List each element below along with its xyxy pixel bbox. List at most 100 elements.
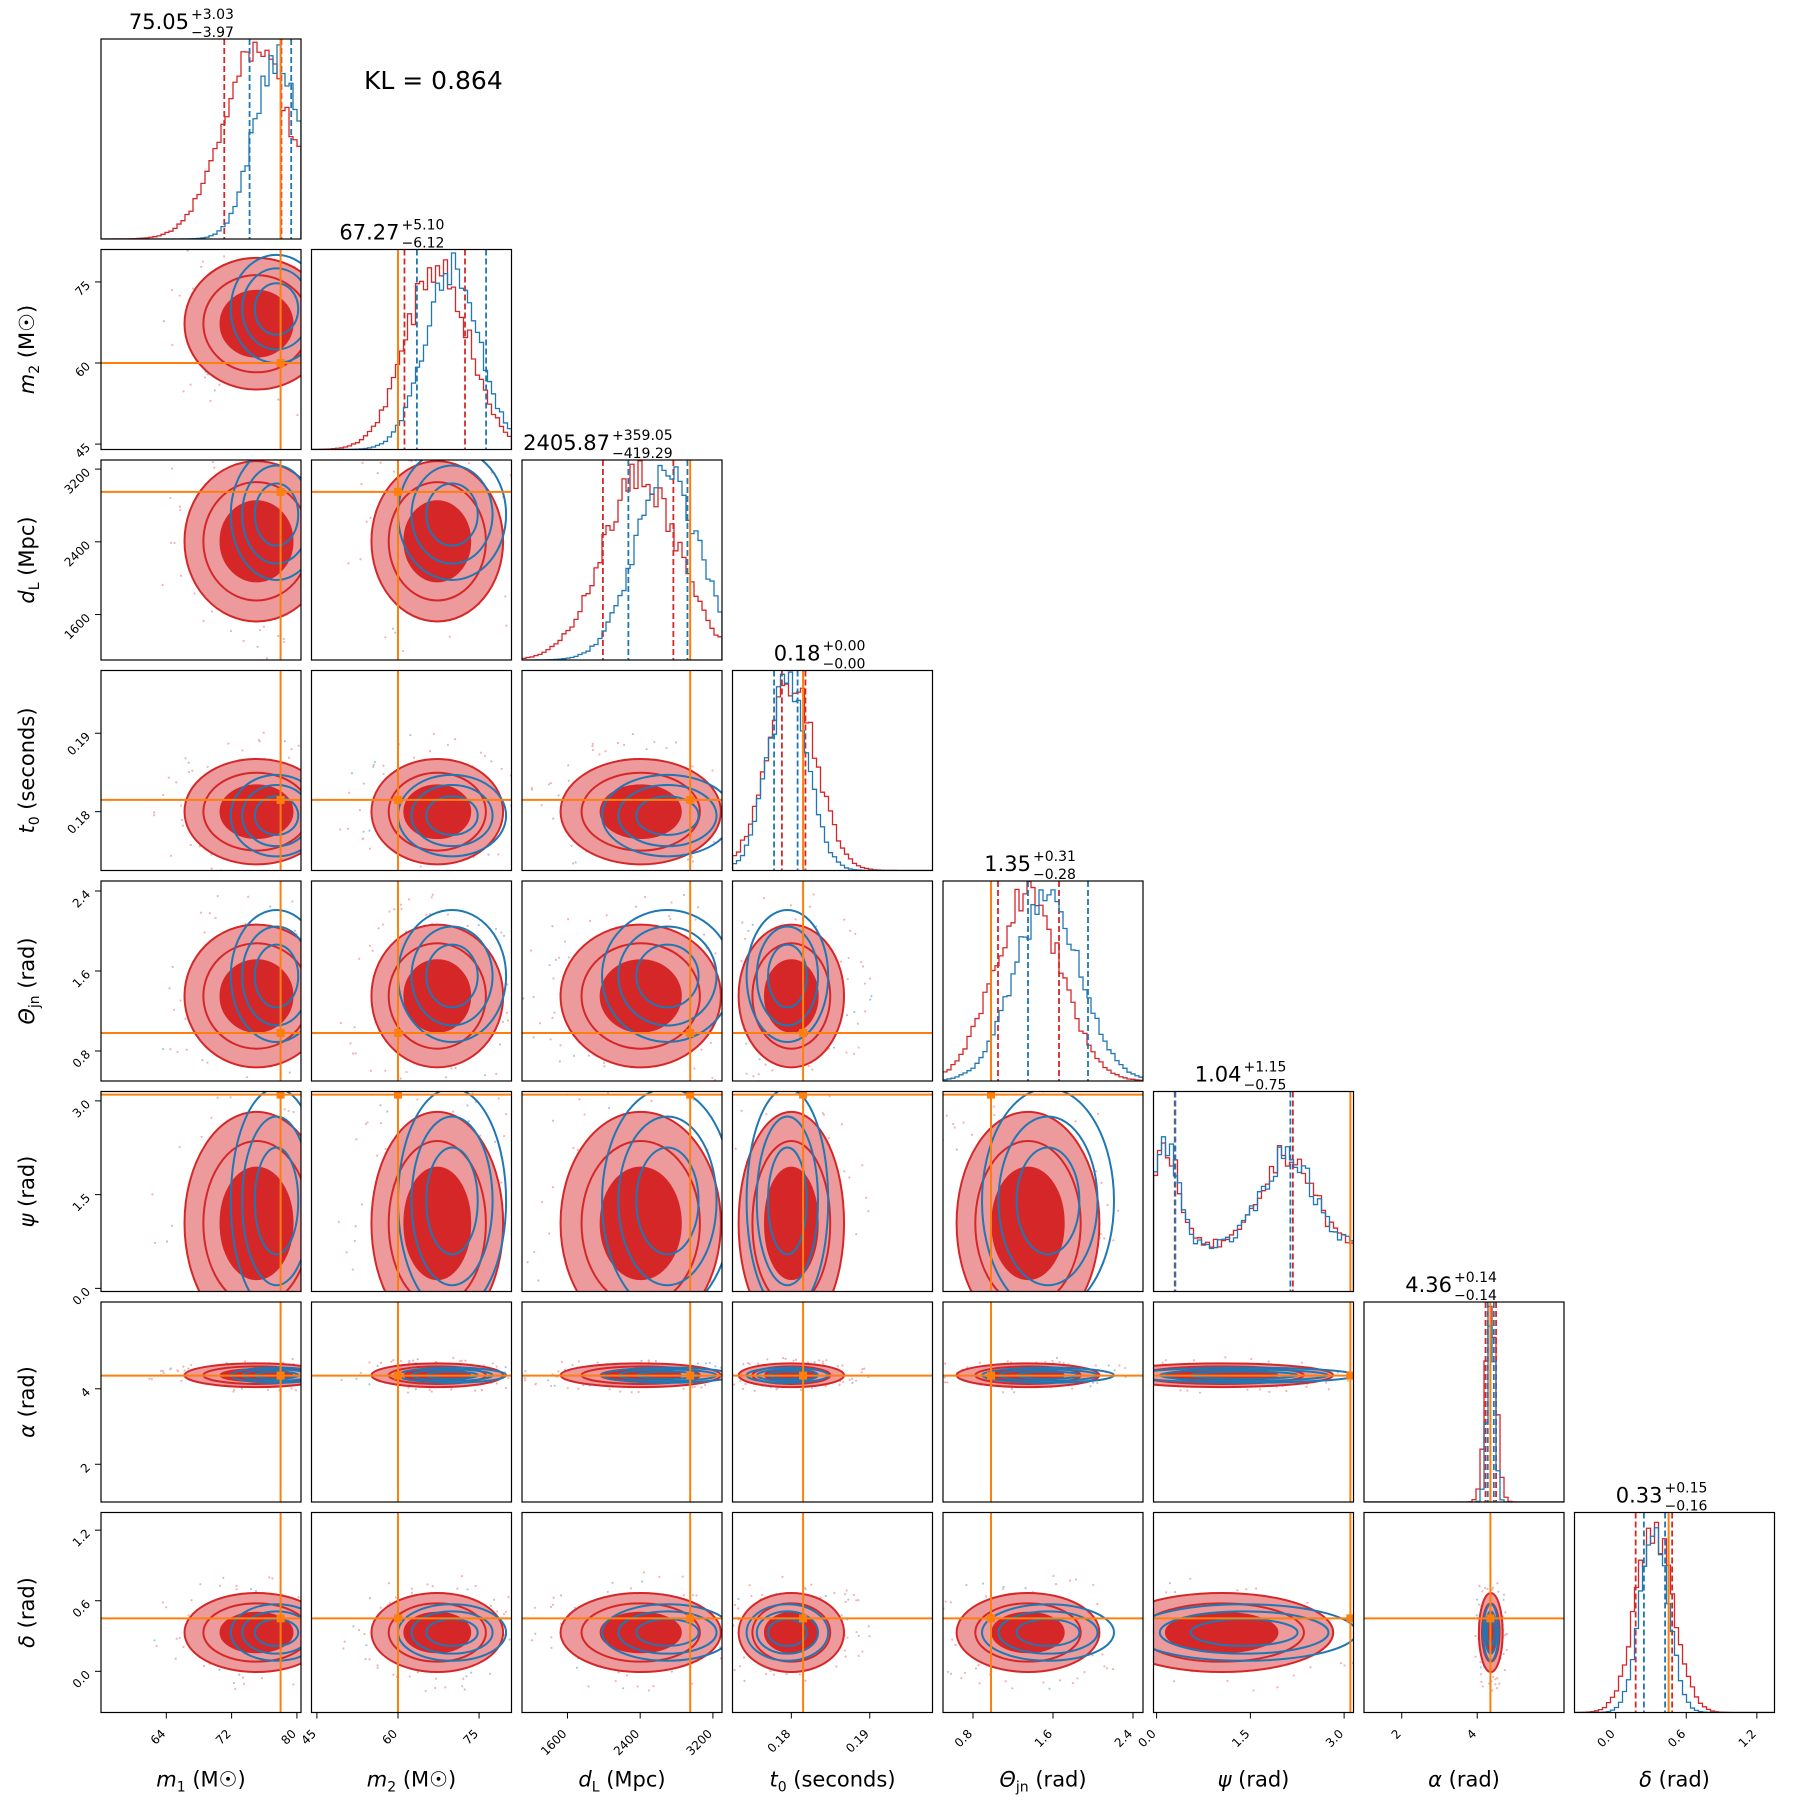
panel-m1-delta xyxy=(100,1511,359,1714)
blue-contour-86 xyxy=(755,1115,819,1287)
sample-point xyxy=(386,1110,389,1113)
sample-point xyxy=(1055,1356,1059,1360)
sample-point xyxy=(305,1655,307,1657)
panel-frame xyxy=(731,1301,934,1503)
blue-contour-95 xyxy=(601,773,722,858)
y-tick-label: 60 xyxy=(72,359,93,380)
sample-point xyxy=(848,929,852,932)
sample-point xyxy=(405,1070,408,1074)
sample-point xyxy=(551,1603,554,1606)
sample-point xyxy=(654,1360,657,1363)
sample-point xyxy=(1030,1319,1032,1321)
truth-marker xyxy=(393,1029,402,1037)
sample-point xyxy=(497,853,500,856)
sample-point xyxy=(495,1610,499,1613)
x-axis-label: m1 (M☉) xyxy=(156,1768,245,1796)
sample-point xyxy=(416,1358,419,1361)
y-axis-label: ψ (rad) xyxy=(15,1156,39,1228)
sample-point xyxy=(552,817,555,820)
panel-frame xyxy=(100,459,302,661)
sample-point xyxy=(1094,1364,1097,1367)
blue-contour-95 xyxy=(745,1603,830,1662)
sample-point xyxy=(376,1154,379,1157)
sample-point xyxy=(333,260,335,262)
sample-point xyxy=(1276,1686,1279,1689)
sample-point xyxy=(293,929,297,933)
sample-point xyxy=(1114,1599,1116,1601)
sample-point xyxy=(514,485,516,487)
sample-point xyxy=(744,1311,746,1313)
sample-point xyxy=(745,1042,748,1045)
sample-point xyxy=(564,872,566,874)
sample-point xyxy=(529,958,531,960)
sample-point xyxy=(357,1633,359,1635)
sample-point xyxy=(241,1676,245,1679)
sample-point xyxy=(608,1388,611,1391)
sample-point xyxy=(162,319,166,323)
sample-point xyxy=(741,772,743,774)
blue-contour-95 xyxy=(1153,1603,1354,1662)
sample-point xyxy=(153,814,156,817)
sample-point xyxy=(318,761,320,763)
sample-point xyxy=(329,996,331,998)
truth-marker xyxy=(686,795,695,804)
sample-point xyxy=(319,764,321,766)
sample-point xyxy=(848,1176,851,1179)
histogram-alpha: 4.36 +0.14 −0.14 xyxy=(1363,1270,1565,1503)
sample-point xyxy=(335,1372,337,1374)
sample-point xyxy=(769,1669,772,1672)
sample-point xyxy=(226,1084,228,1086)
sample-point xyxy=(414,1388,417,1391)
sample-point xyxy=(353,1239,356,1243)
sample-point xyxy=(1044,1360,1047,1363)
sample-point xyxy=(856,1022,859,1025)
sample-point xyxy=(709,1041,712,1045)
sample-point xyxy=(611,1581,614,1584)
sample-point xyxy=(492,1598,496,1601)
sample-point xyxy=(622,1687,625,1690)
sample-point xyxy=(344,1299,346,1301)
blue-contour-39 xyxy=(253,1146,300,1256)
sample-point xyxy=(344,272,346,274)
blue-contour-95 xyxy=(229,909,301,1043)
sample-point xyxy=(162,793,165,797)
blue-contour-39 xyxy=(635,943,700,1009)
sample-point xyxy=(349,1376,351,1378)
sample-point xyxy=(847,1598,850,1601)
sample-point xyxy=(305,1386,307,1388)
blue-contour-39 xyxy=(635,1146,700,1256)
title-plus: +0.00 xyxy=(823,639,866,655)
sample-point xyxy=(159,1369,163,1372)
sample-point xyxy=(753,1389,756,1392)
sample-point xyxy=(227,241,229,243)
sample-point xyxy=(233,1388,236,1391)
sample-point xyxy=(318,820,320,822)
sample-point xyxy=(863,982,866,985)
sample-point xyxy=(729,1368,731,1370)
sample-point xyxy=(424,1689,427,1693)
title-minus: −6.12 xyxy=(402,236,445,252)
sample-point xyxy=(479,1361,481,1363)
red-contour-86 xyxy=(1153,1602,1305,1663)
sample-point xyxy=(725,1640,727,1642)
sample-point xyxy=(733,1668,736,1672)
sample-point xyxy=(363,1632,366,1636)
sample-point xyxy=(1268,1390,1271,1393)
sample-point xyxy=(397,1298,399,1300)
sample-point xyxy=(508,1638,511,1641)
sample-point xyxy=(953,1126,956,1129)
sample-point xyxy=(1497,1590,1500,1593)
sample-point xyxy=(737,1607,740,1610)
sample-point xyxy=(1091,1654,1094,1657)
sample-point xyxy=(175,1637,178,1640)
red-histogram-line xyxy=(1574,1521,1775,1713)
red-contour-39 xyxy=(763,959,819,1033)
sample-point xyxy=(338,948,340,950)
sample-point xyxy=(210,454,212,456)
truth-marker xyxy=(276,1371,285,1380)
sample-point xyxy=(337,1220,340,1223)
sample-point xyxy=(290,1387,293,1390)
sample-point xyxy=(723,829,725,831)
sample-point xyxy=(811,1068,814,1071)
sample-point xyxy=(192,287,195,290)
